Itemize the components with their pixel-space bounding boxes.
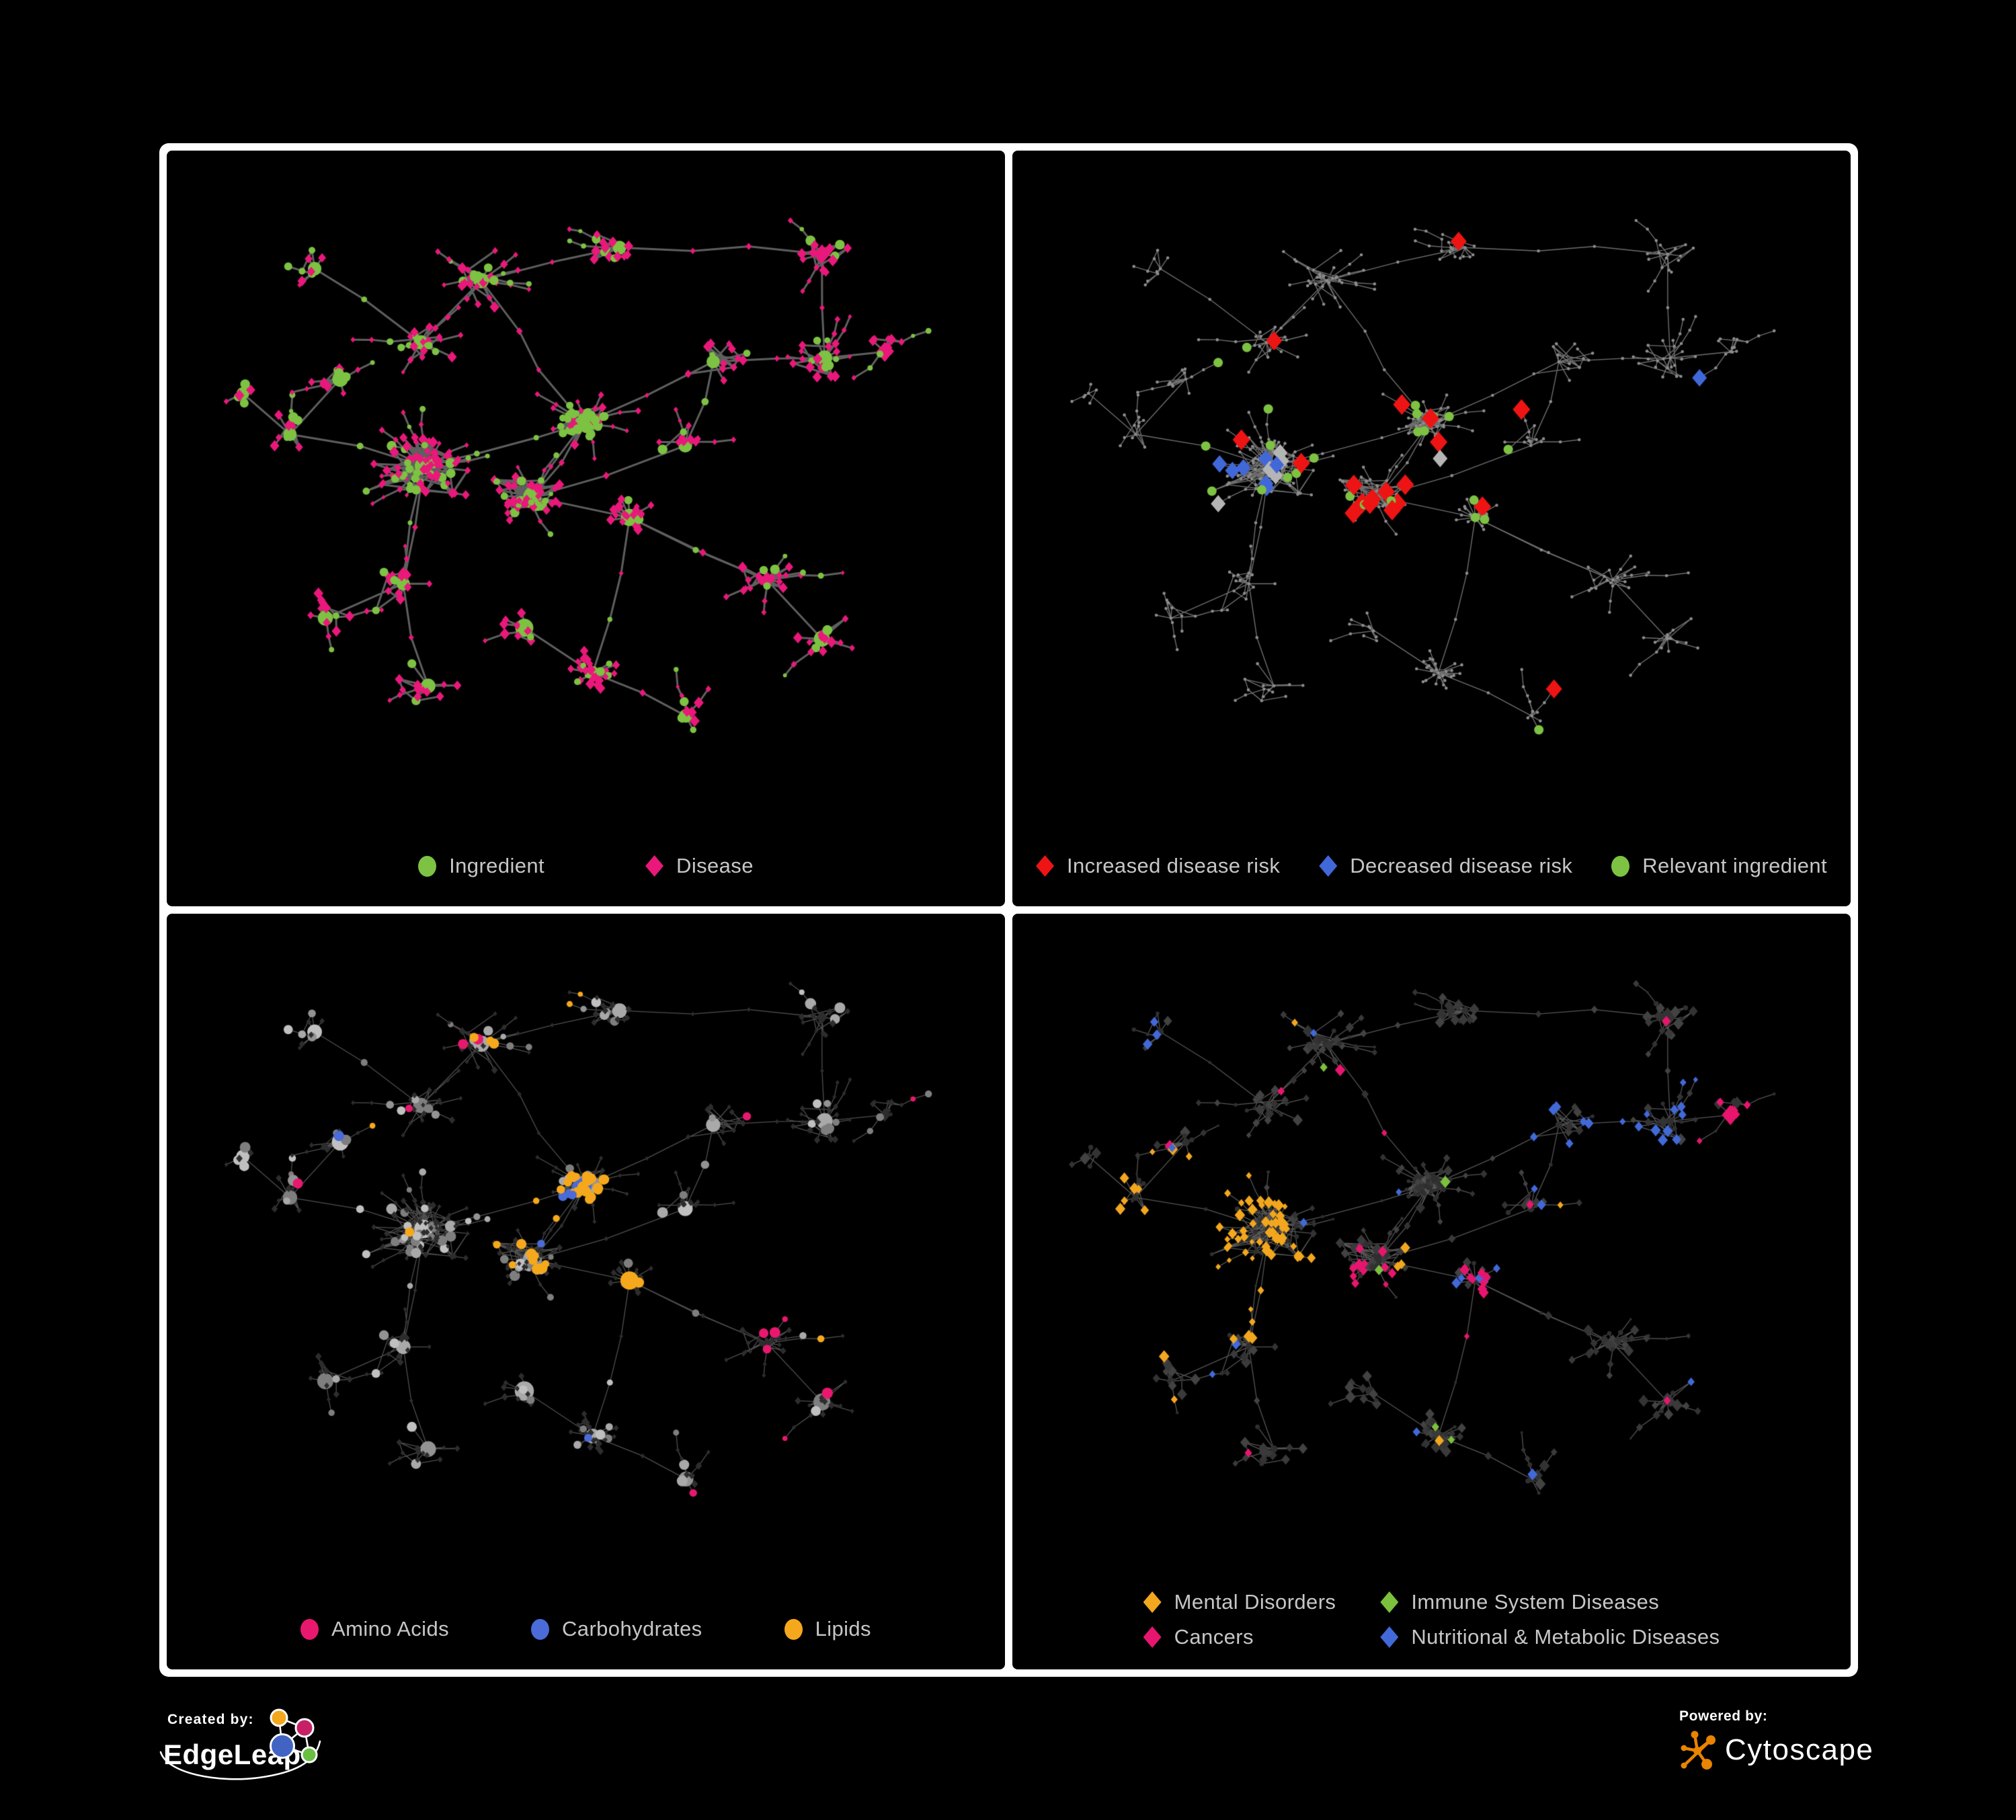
circle-marker-icon [784,1618,803,1640]
legend-item: Immune System Diseases [1380,1590,1659,1614]
cytoscape-wordmark: Cytoscape [1725,1733,1874,1766]
diamond-marker-icon [1319,855,1338,877]
legend-label: Relevant ingredient [1642,854,1827,877]
legend-label: Ingredient [449,854,545,877]
legend-label: Decreased disease risk [1350,854,1573,877]
edgeleap-logo: Created by: EdgeLeap [159,1708,321,1780]
legend-item: Disease [645,854,754,878]
legend-label: Immune System Diseases [1411,1590,1660,1614]
created-by-lockup: Created by: EdgeLeap [159,1702,361,1803]
legend-label: Cancers [1174,1625,1254,1649]
panel-ingredient-disease: Ingredient Disease [167,151,1005,906]
circle-marker-icon [531,1618,550,1640]
legend-label: Lipids [815,1617,871,1640]
network-canvas-disease-risk [1012,151,1851,906]
legend-label: Disease [676,854,754,877]
network-canvas-disease-classes [1012,914,1851,1669]
figure-frame: Ingredient Disease Increased disease risk… [159,143,1858,1677]
circle-marker-icon [300,1618,319,1640]
legend-disease-risk: Increased disease risk Decreased disease … [1012,854,1851,878]
diamond-marker-icon [1380,1626,1399,1648]
legend-item: Cancers [1143,1625,1254,1649]
legend-item: Increased disease risk [1036,854,1280,878]
network-canvas-ingredient-classes [167,914,1005,1669]
legend-label: Mental Disorders [1174,1590,1336,1614]
legend-item: Lipids [784,1617,871,1641]
legend-label: Carbohydrates [562,1617,702,1640]
diamond-marker-icon [1143,1626,1162,1648]
legend-disease-classes: Mental Disorders Immune System Diseases Ca… [1143,1590,1720,1649]
circle-marker-icon [1611,855,1630,877]
legend-ingredient-disease: Ingredient Disease [167,854,1005,878]
legend-item: Relevant ingredient [1611,854,1827,878]
circle-marker-icon [418,855,437,877]
legend-label: Increased disease risk [1067,854,1281,877]
powered-by-lockup: Powered by: Cytosc [1679,1708,1873,1772]
legend-label: Nutritional & Metabolic Diseases [1411,1625,1720,1649]
diamond-marker-icon [1036,855,1055,877]
legend-item: Ingredient [418,854,545,878]
diamond-marker-icon [645,855,664,877]
edgeleap-glyph-icon [270,1708,318,1764]
cytoscape-glyph-icon [1681,1731,1716,1770]
network-canvas-ingredient-disease [167,151,1005,906]
diamond-marker-icon [1143,1591,1162,1613]
legend-item: Carbohydrates [531,1617,702,1641]
legend-ingredient-classes: Amino Acids Carbohydrates Lipids [167,1617,1005,1641]
legend-label: Amino Acids [331,1617,450,1640]
legend-item: Nutritional & Metabolic Diseases [1380,1625,1720,1649]
legend-item: Mental Disorders [1143,1590,1336,1614]
legend-item: Decreased disease risk [1319,854,1572,878]
panel-disease-risk: Increased disease risk Decreased disease … [1012,151,1851,906]
panel-ingredient-classes: Amino Acids Carbohydrates Lipids [167,914,1005,1669]
created-by-label: Created by: [167,1712,254,1727]
legend-item: Amino Acids [300,1617,449,1641]
diamond-marker-icon [1380,1591,1399,1613]
powered-by-label: Powered by: [1679,1708,1768,1724]
panel-disease-classes: Mental Disorders Immune System Diseases Ca… [1012,914,1851,1669]
